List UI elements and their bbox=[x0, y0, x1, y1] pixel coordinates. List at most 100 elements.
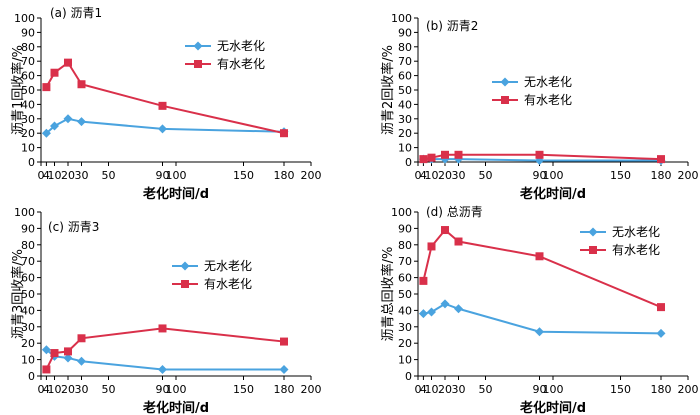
x-tick-label: 4 bbox=[420, 383, 427, 396]
data-point bbox=[427, 242, 436, 251]
data-point bbox=[77, 334, 86, 343]
x-tick-label: 30 bbox=[75, 383, 89, 396]
y-tick-label: 90 bbox=[21, 26, 35, 39]
data-point bbox=[158, 364, 167, 374]
x-tick-label: 150 bbox=[610, 169, 631, 182]
x-tick-label: 0 bbox=[415, 383, 422, 396]
y-tick-label: 50 bbox=[21, 84, 35, 97]
y-tick-label: 70 bbox=[398, 255, 412, 268]
data-point bbox=[64, 58, 72, 67]
series-line-2 bbox=[422, 228, 662, 309]
x-tick-label: 100 bbox=[166, 383, 187, 396]
data-point bbox=[535, 150, 544, 159]
y-tick-label: 30 bbox=[398, 321, 412, 334]
data-point bbox=[41, 345, 51, 355]
data-point bbox=[454, 150, 463, 159]
y-tick-label: 80 bbox=[21, 239, 35, 252]
legend-label: 有水老化 bbox=[612, 243, 660, 257]
data-point bbox=[454, 304, 463, 314]
y-tick-label: 90 bbox=[398, 222, 412, 235]
data-point bbox=[158, 101, 167, 110]
y-axis-label: 沥青总回收率/% bbox=[380, 247, 396, 342]
x-axis-label: 老化时间/d bbox=[519, 400, 586, 415]
y-tick-label: 90 bbox=[21, 222, 35, 235]
x-tick-label: 0 bbox=[415, 169, 422, 182]
x-tick-label: 90 bbox=[533, 383, 547, 396]
data-point bbox=[77, 117, 86, 127]
data-point bbox=[42, 365, 51, 374]
data-point bbox=[280, 129, 288, 138]
legend-label: 无水老化 bbox=[217, 39, 265, 53]
x-tick-label: 10 bbox=[425, 169, 439, 182]
y-tick-label: 70 bbox=[398, 55, 412, 68]
y-tick-label: 20 bbox=[21, 337, 35, 350]
data-point bbox=[656, 328, 666, 338]
x-tick-label: 20 bbox=[61, 383, 75, 396]
data-point bbox=[419, 155, 428, 164]
y-tick-label: 80 bbox=[398, 239, 412, 252]
data-point bbox=[77, 80, 86, 89]
y-tick-label: 20 bbox=[398, 127, 412, 140]
y-tick-label: 0 bbox=[28, 156, 35, 169]
y-tick-label: 10 bbox=[398, 142, 412, 155]
y-tick-label: 10 bbox=[398, 354, 412, 367]
x-tick-label: 30 bbox=[452, 169, 466, 182]
data-point bbox=[441, 226, 449, 235]
y-tick-label: 10 bbox=[21, 354, 35, 367]
legend-marker bbox=[589, 246, 597, 254]
y-tick-label: 0 bbox=[28, 370, 35, 383]
panel-title: (b) 沥青2 bbox=[426, 19, 478, 33]
y-tick-label: 100 bbox=[14, 206, 35, 219]
legend-marker bbox=[500, 77, 510, 87]
data-point bbox=[158, 124, 167, 134]
x-tick-label: 20 bbox=[61, 169, 75, 182]
data-point bbox=[535, 327, 544, 337]
x-axis-label: 老化时间/d bbox=[142, 400, 209, 415]
y-tick-label: 40 bbox=[398, 98, 412, 111]
data-point bbox=[535, 252, 544, 261]
y-tick-label: 60 bbox=[21, 272, 35, 285]
x-tick-label: 90 bbox=[156, 383, 170, 396]
x-tick-label: 50 bbox=[102, 383, 116, 396]
legend-label: 有水老化 bbox=[217, 57, 265, 71]
x-axis-label: 老化时间/d bbox=[142, 186, 209, 202]
data-point bbox=[440, 299, 450, 309]
y-tick-label: 80 bbox=[398, 41, 412, 54]
y-tick-label: 70 bbox=[21, 55, 35, 68]
y-tick-label: 40 bbox=[21, 98, 35, 111]
data-point bbox=[279, 364, 289, 374]
panel-title: (a) 沥青1 bbox=[50, 6, 102, 20]
data-point bbox=[427, 153, 436, 162]
y-tick-label: 100 bbox=[391, 12, 412, 25]
data-point bbox=[63, 114, 73, 124]
x-tick-label: 90 bbox=[533, 169, 547, 182]
data-point bbox=[419, 276, 428, 285]
x-tick-label: 180 bbox=[651, 169, 672, 182]
x-tick-label: 50 bbox=[479, 169, 493, 182]
y-tick-label: 30 bbox=[21, 113, 35, 126]
x-tick-label: 150 bbox=[233, 169, 254, 182]
x-tick-label: 200 bbox=[678, 169, 699, 182]
x-tick-label: 100 bbox=[543, 383, 564, 396]
y-tick-label: 30 bbox=[21, 321, 35, 334]
x-axis-label: 老化时间/d bbox=[519, 186, 586, 202]
data-point bbox=[50, 68, 59, 77]
data-point bbox=[657, 303, 665, 312]
y-axis-label: 沥青1回收率/% bbox=[10, 45, 26, 135]
data-point bbox=[427, 307, 436, 317]
legend-marker bbox=[588, 227, 598, 237]
y-tick-label: 40 bbox=[398, 304, 412, 317]
y-tick-label: 20 bbox=[21, 127, 35, 140]
data-point bbox=[50, 121, 59, 131]
data-point bbox=[63, 353, 73, 363]
x-tick-label: 30 bbox=[452, 383, 466, 396]
legend-marker bbox=[194, 60, 202, 68]
data-point bbox=[454, 237, 463, 246]
y-axis-label: 沥青3回收率/% bbox=[10, 249, 26, 339]
y-tick-label: 50 bbox=[398, 288, 412, 301]
data-point bbox=[41, 128, 51, 138]
x-tick-label: 180 bbox=[274, 383, 295, 396]
legend-label: 无水老化 bbox=[612, 225, 660, 239]
